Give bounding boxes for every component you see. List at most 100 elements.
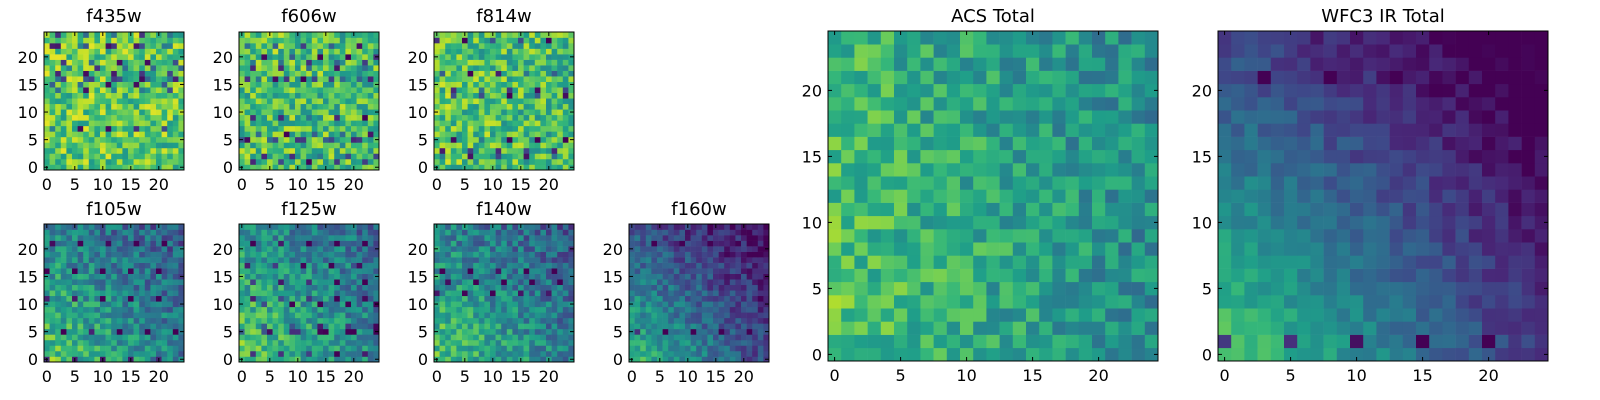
heatmap-cell bbox=[629, 350, 635, 357]
heatmap-cell bbox=[562, 98, 569, 105]
heatmap-cell bbox=[657, 317, 663, 324]
heatmap-cell bbox=[1131, 202, 1146, 217]
heatmap-cell bbox=[295, 158, 301, 165]
heatmap-cell bbox=[328, 54, 335, 60]
heatmap-cell bbox=[339, 114, 346, 121]
heatmap-cell bbox=[367, 257, 374, 263]
heatmap-cell bbox=[568, 37, 575, 44]
heatmap-cell bbox=[94, 317, 101, 324]
heatmap-cell bbox=[105, 251, 112, 258]
heatmap-cell bbox=[278, 164, 285, 171]
heatmap-cell bbox=[456, 87, 463, 94]
x-tick-label: 15 bbox=[316, 367, 336, 386]
heatmap-cell bbox=[523, 142, 530, 149]
heatmap-cell bbox=[244, 339, 251, 346]
heatmap-cell bbox=[122, 295, 129, 302]
heatmap-cell bbox=[657, 257, 663, 263]
heatmap-cell bbox=[718, 229, 725, 236]
heatmap-cell bbox=[356, 350, 363, 357]
heatmap-cell bbox=[512, 273, 519, 280]
heatmap-cell bbox=[920, 229, 934, 243]
heatmap-cell bbox=[351, 70, 357, 77]
heatmap-cell bbox=[278, 158, 285, 165]
heatmap-cell bbox=[506, 339, 513, 346]
heatmap-cell bbox=[501, 251, 508, 258]
heatmap-cell bbox=[116, 246, 123, 252]
heatmap-cell bbox=[328, 262, 335, 269]
heatmap-cell bbox=[72, 92, 78, 99]
heatmap-cell bbox=[356, 114, 363, 121]
heatmap-cell bbox=[484, 257, 491, 263]
heatmap-cell bbox=[867, 295, 882, 309]
heatmap-cell bbox=[167, 306, 174, 313]
heatmap-cell bbox=[144, 48, 151, 55]
heatmap-cell bbox=[362, 43, 369, 49]
heatmap-cell bbox=[328, 43, 335, 49]
heatmap-cell bbox=[250, 350, 257, 357]
heatmap-cell bbox=[111, 229, 118, 236]
heatmap-cell bbox=[49, 147, 56, 154]
heatmap-cell bbox=[484, 59, 491, 66]
heatmap-cell bbox=[66, 317, 73, 324]
heatmap-cell bbox=[1144, 347, 1159, 362]
heatmap-cell bbox=[72, 235, 78, 241]
heatmap-cell bbox=[685, 284, 691, 291]
heatmap-cell bbox=[300, 120, 307, 127]
heatmap-cell bbox=[506, 224, 513, 230]
heatmap-cell bbox=[49, 59, 56, 66]
heatmap-cell bbox=[373, 295, 380, 302]
heatmap-cell bbox=[439, 284, 446, 291]
heatmap-cell bbox=[501, 114, 508, 121]
heatmap-cell bbox=[373, 125, 380, 132]
heatmap-cell bbox=[668, 356, 675, 363]
heatmap-cell bbox=[450, 257, 457, 263]
heatmap-cell bbox=[83, 284, 90, 291]
heatmap-cell bbox=[763, 295, 770, 302]
heatmap-cell bbox=[178, 70, 185, 77]
heatmap-cell bbox=[167, 43, 174, 49]
heatmap-cell bbox=[323, 131, 329, 138]
heatmap-cell bbox=[150, 317, 157, 324]
heatmap-cell bbox=[55, 279, 62, 286]
heatmap-cell bbox=[534, 328, 541, 335]
heatmap-cell bbox=[255, 114, 262, 121]
heatmap-cell bbox=[278, 48, 285, 55]
heatmap-cell bbox=[1092, 176, 1106, 190]
heatmap-cell bbox=[557, 268, 564, 274]
heatmap-cell bbox=[490, 109, 496, 116]
heatmap-cell bbox=[72, 54, 78, 60]
heatmap-cell bbox=[300, 98, 307, 105]
heatmap-cell bbox=[920, 176, 934, 190]
heatmap-cell bbox=[283, 136, 290, 143]
heatmap-cell bbox=[512, 279, 519, 286]
heatmap-cell bbox=[713, 257, 719, 263]
heatmap-cell bbox=[713, 273, 719, 280]
heatmap-cell bbox=[867, 163, 882, 177]
heatmap-cell bbox=[128, 257, 134, 263]
heatmap-cell bbox=[450, 323, 457, 330]
x-tick-label: 15 bbox=[706, 367, 726, 386]
heatmap-cell bbox=[546, 240, 552, 247]
heatmap-cell bbox=[746, 262, 753, 269]
heatmap-cell bbox=[278, 37, 285, 44]
heatmap-cell bbox=[1039, 229, 1053, 243]
heatmap-cell bbox=[167, 153, 174, 160]
heatmap-cell bbox=[323, 43, 329, 49]
heatmap-cell bbox=[735, 235, 742, 241]
heatmap-cell bbox=[283, 114, 290, 121]
heatmap-cell bbox=[111, 224, 118, 230]
heatmap-cell bbox=[933, 149, 948, 164]
heatmap-cell bbox=[562, 257, 569, 263]
heatmap-cell bbox=[66, 70, 73, 77]
heatmap-cell bbox=[462, 37, 468, 44]
heatmap-cell bbox=[351, 103, 357, 110]
heatmap-cell bbox=[1118, 255, 1132, 269]
heatmap-cell bbox=[88, 279, 95, 286]
heatmap-cell bbox=[356, 334, 363, 341]
heatmap-cell bbox=[111, 48, 118, 55]
heatmap-cell bbox=[685, 246, 691, 252]
heatmap-cell bbox=[172, 87, 179, 94]
heatmap-cell bbox=[880, 334, 895, 349]
heatmap-cell bbox=[283, 92, 290, 99]
heatmap-cell bbox=[317, 120, 324, 127]
